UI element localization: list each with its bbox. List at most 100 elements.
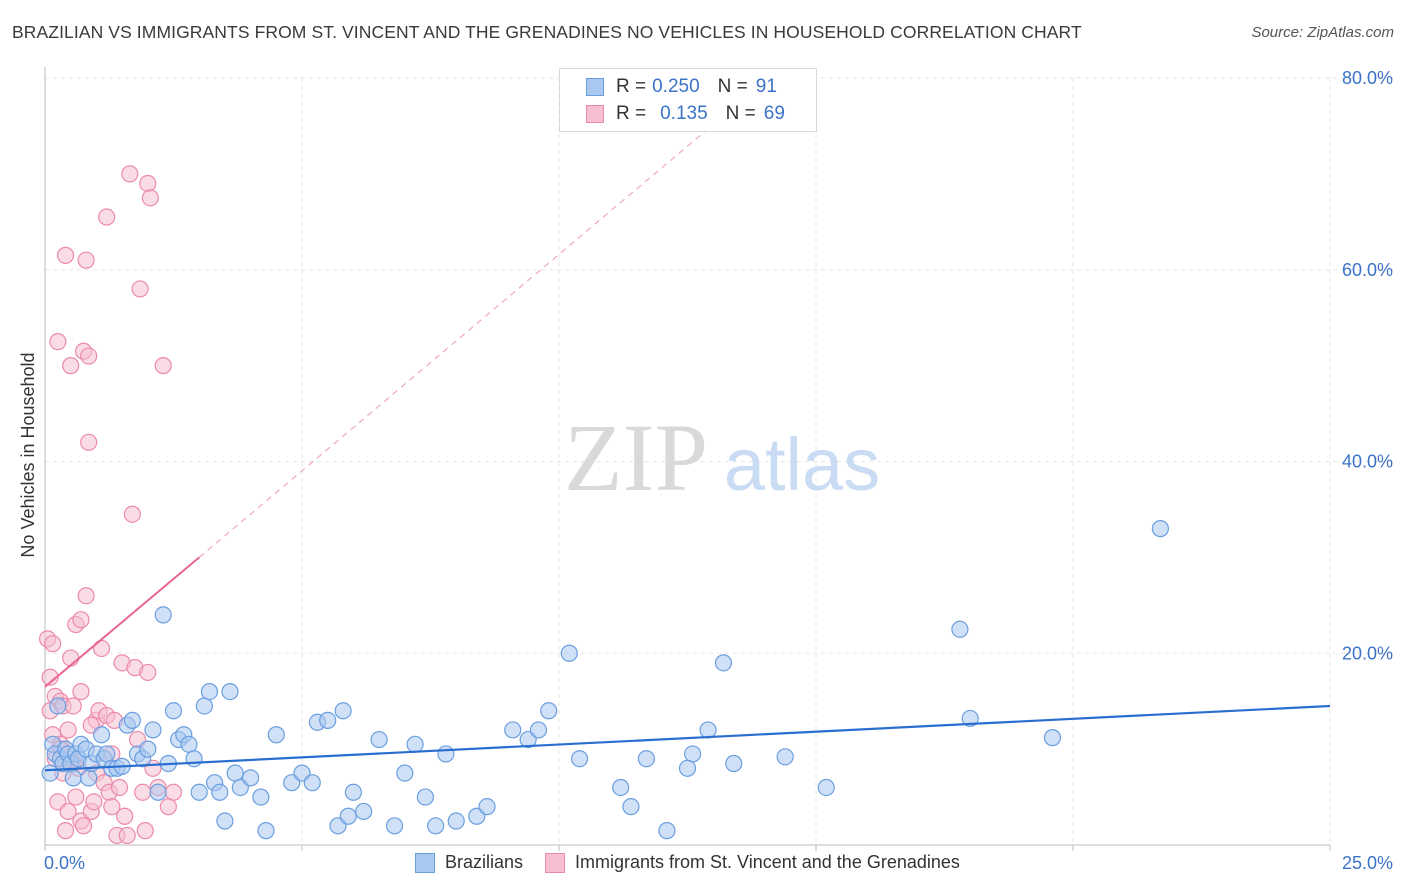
blue-point xyxy=(303,774,321,792)
blue-point xyxy=(560,644,578,662)
blue-point xyxy=(437,745,455,763)
pink-point xyxy=(56,822,75,840)
blue-point xyxy=(951,620,969,638)
blue-point xyxy=(817,778,835,797)
pink-point xyxy=(44,635,62,653)
pink-point xyxy=(49,333,67,351)
chart-title: BRAZILIAN VS IMMIGRANTS FROM ST. VINCENT… xyxy=(12,22,1082,42)
blue-point xyxy=(622,798,640,816)
blue-point xyxy=(98,745,116,763)
blue-point xyxy=(92,726,111,744)
blue-point xyxy=(80,769,98,787)
series-legend: Brazilians Immigrants from St. Vincent a… xyxy=(415,852,982,873)
blue-point xyxy=(529,721,548,739)
blue-point xyxy=(64,769,82,787)
pink-point xyxy=(62,357,80,375)
pink-point xyxy=(139,663,157,682)
n-label: N = xyxy=(725,103,756,124)
blue-point xyxy=(714,654,733,672)
blue-point xyxy=(355,802,373,821)
pink-point xyxy=(59,802,77,821)
blue-point xyxy=(540,702,558,720)
pink-point xyxy=(159,798,177,816)
pink-point xyxy=(136,822,154,840)
x-tick-label-max: 25.0% xyxy=(1342,853,1393,873)
blue-point xyxy=(406,735,424,753)
watermark-atlas: atlas xyxy=(724,423,880,506)
pink-point xyxy=(41,668,59,686)
r-value: 0.135 xyxy=(660,103,708,124)
watermark: ZIP atlas xyxy=(564,404,880,511)
y-tick-label: 40.0% xyxy=(1342,452,1393,472)
legend-item-immigrants[interactable]: Immigrants from St. Vincent and the Gren… xyxy=(545,852,960,873)
y-tick-label: 20.0% xyxy=(1342,643,1393,663)
blue-point xyxy=(123,711,141,729)
blue-point xyxy=(185,750,203,768)
blue-point xyxy=(416,788,434,806)
blue-point xyxy=(678,759,697,777)
pink-point xyxy=(110,778,129,797)
blue-point xyxy=(267,726,285,744)
pink-point xyxy=(62,649,80,667)
blue-point xyxy=(221,682,239,701)
pink-point xyxy=(121,165,139,183)
blue-point xyxy=(637,750,655,768)
axis-labels: 20.0% 40.0% 60.0% 80.0% 0.0% 25.0% No Vehicles… xyxy=(18,68,1393,873)
trend-lines xyxy=(44,119,1331,772)
blue-point xyxy=(961,709,979,728)
blue-point xyxy=(180,735,198,753)
blue-point xyxy=(257,822,275,840)
pink-point xyxy=(139,174,157,193)
blue-point xyxy=(164,702,183,720)
blue-point xyxy=(612,778,630,797)
blue-point xyxy=(195,697,213,715)
blue-point xyxy=(478,798,496,816)
blue-point xyxy=(226,764,244,782)
blue-point xyxy=(370,730,388,749)
pink-point xyxy=(131,280,149,298)
blue-point xyxy=(684,745,702,763)
pink-trend-extension xyxy=(198,119,719,558)
stats-row-brazilians: R = 0.250 N = 91 xyxy=(586,75,777,99)
pink-point xyxy=(56,246,75,264)
stats-row-immigrants: R = 0.135 N = 69 xyxy=(586,102,785,126)
n-label: N = xyxy=(717,76,748,97)
pink-point xyxy=(103,798,121,816)
pink-trend-line xyxy=(44,556,200,688)
pink-point xyxy=(116,807,134,825)
blue-point xyxy=(658,822,676,840)
pink-point xyxy=(74,817,93,835)
blue-point xyxy=(570,750,589,768)
blue-point xyxy=(319,711,337,729)
legend-label: Immigrants from St. Vincent and the Gren… xyxy=(575,852,960,872)
blue-swatch xyxy=(586,78,604,96)
chart-source: Source: ZipAtlas.com xyxy=(1251,24,1394,41)
pink-point xyxy=(72,682,90,701)
x-tick-label-min: 0.0% xyxy=(44,853,85,873)
blue-point xyxy=(144,721,162,739)
pink-swatch xyxy=(545,852,566,873)
blue-point xyxy=(344,783,362,801)
watermark-zip: ZIP xyxy=(564,404,708,511)
pink-point xyxy=(154,357,172,375)
legend-item-brazilians[interactable]: Brazilians xyxy=(415,852,523,873)
r-value: 0.250 xyxy=(652,76,700,97)
pink-point xyxy=(80,433,98,451)
blue-point xyxy=(699,721,717,739)
pink-point xyxy=(77,587,95,605)
y-tick-label: 60.0% xyxy=(1342,260,1393,280)
blue-point xyxy=(427,817,445,835)
r-label: R = xyxy=(616,76,647,97)
pink-swatch xyxy=(586,105,604,123)
pink-point xyxy=(134,783,152,801)
blue-point xyxy=(252,788,270,806)
blue-point xyxy=(385,817,404,835)
blue-point xyxy=(396,764,414,782)
blue-point xyxy=(154,606,172,624)
blue-point xyxy=(200,682,219,701)
blue-point xyxy=(776,748,794,766)
pink-point xyxy=(59,721,77,739)
blue-point xyxy=(216,812,234,830)
blue-series-points xyxy=(41,520,1169,840)
